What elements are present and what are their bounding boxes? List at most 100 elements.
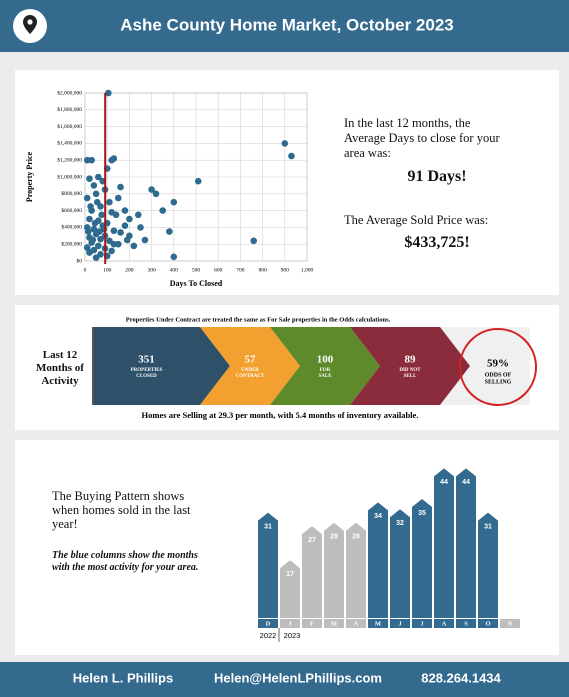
activity-value: 89 — [405, 354, 417, 366]
month-cell — [346, 619, 366, 628]
x-tick-label: J — [420, 620, 424, 627]
footer-email: Helen@HelenLPhillips.com — [214, 670, 382, 685]
year-label: 2023 — [284, 631, 301, 640]
activity-value: 57 — [245, 354, 257, 366]
month-cell — [412, 619, 432, 628]
month-cell — [368, 619, 388, 628]
x-tick-label: 300 — [147, 267, 156, 273]
bar — [434, 468, 454, 618]
activity-footer: Homes are Selling at 29.3 per month, wit… — [142, 410, 419, 420]
scatter-point — [98, 211, 105, 219]
summary-text: In the last 12 months, the Average Days … — [344, 116, 500, 160]
y-tick-label: $2,000,000 — [57, 89, 82, 96]
x-tick-label: 1,000 — [301, 267, 314, 273]
x-axis-label: Days To Closed — [170, 279, 223, 288]
value-label: 44 — [462, 479, 470, 486]
odds-label: SELLING — [485, 379, 512, 385]
bar — [302, 526, 322, 618]
x-tick-label: J — [288, 620, 292, 627]
month-cell — [390, 619, 410, 628]
month-cell — [456, 619, 476, 628]
activity-note: Properties Under Contract are treated th… — [126, 316, 391, 323]
scatter-point — [170, 253, 178, 261]
value-label: 32 — [396, 520, 404, 527]
summary-text: The Average Sold Price was: — [344, 213, 489, 227]
activity-label: UNDER — [241, 368, 259, 373]
scatter-point — [83, 244, 91, 251]
bar — [368, 502, 388, 618]
x-tick-label: 700 — [236, 267, 245, 273]
value-label: 44 — [440, 479, 448, 486]
scatter-point — [126, 215, 133, 223]
scatter-point — [115, 194, 122, 202]
scatter-point — [112, 211, 120, 219]
activity-segment — [200, 327, 300, 405]
bar — [324, 522, 344, 618]
x-tick-label: 600 — [214, 267, 223, 273]
value-label: 27 — [308, 537, 316, 544]
scatter-point — [123, 236, 131, 244]
scatter-point — [121, 207, 129, 214]
x-tick-label: M — [375, 620, 381, 627]
scatter-point — [96, 228, 103, 235]
x-tick-label: M — [331, 620, 337, 627]
bar — [280, 560, 300, 618]
scatter-point — [92, 190, 100, 198]
bar — [346, 522, 366, 618]
scatter-point — [130, 242, 138, 250]
odds-background — [440, 327, 530, 405]
scatter-point — [87, 203, 94, 210]
scatter-point — [134, 211, 142, 219]
bar — [456, 468, 476, 618]
scatter-point — [86, 175, 93, 182]
activity-label: PROPERTIES — [131, 368, 163, 373]
x-tick-label: J — [398, 620, 402, 627]
scatter-point — [106, 198, 113, 206]
activity-value: 100 — [317, 354, 334, 366]
footer-phone: 828.264.1434 — [421, 670, 501, 685]
footer-bar — [0, 662, 569, 697]
scatter-point — [281, 140, 289, 147]
odds-circle — [459, 328, 537, 406]
scatter-point — [288, 152, 295, 160]
scatter-point — [250, 237, 258, 245]
month-cell — [324, 619, 344, 628]
month-cell — [258, 619, 278, 628]
scatter-point — [108, 247, 115, 255]
activity-label: Last 12 Months of Activity — [36, 349, 84, 387]
activity-label: FOR — [320, 368, 331, 373]
scatter-point — [110, 240, 118, 248]
odds-value: 59% — [487, 358, 509, 370]
value-label: 31 — [484, 523, 492, 530]
scatter-point — [110, 227, 118, 235]
month-cell — [434, 619, 454, 628]
x-tick-label: 900 — [281, 267, 290, 273]
y-axis-label: Property Price — [25, 151, 34, 202]
y-tick-label: $1,600,000 — [57, 123, 82, 130]
footer-name: Helen L. Phillips — [73, 670, 173, 685]
bar — [412, 499, 432, 618]
scatter-point — [152, 190, 160, 198]
value-label: 28 — [352, 534, 360, 541]
activity-segment — [93, 327, 230, 405]
activity-label: CLOSED — [136, 374, 157, 379]
scatter-point — [141, 236, 149, 244]
scatter-point — [93, 198, 101, 206]
scatter-point — [83, 194, 91, 202]
activity-segment — [270, 327, 380, 405]
x-tick-label: D — [266, 620, 271, 627]
year-label: 2022 — [260, 631, 277, 640]
x-tick-label: 500 — [192, 267, 201, 273]
month-cell — [478, 619, 498, 628]
scatter-point — [117, 183, 124, 191]
value-label: 28 — [330, 534, 338, 541]
y-tick-label: $1,200,000 — [57, 156, 82, 163]
scatter-point — [89, 236, 97, 244]
scatter-point — [88, 156, 95, 164]
odds-label: ODDS OF — [485, 372, 512, 378]
y-tick-label: $0 — [77, 257, 83, 264]
x-tick-label: F — [310, 620, 314, 627]
scatter-point — [148, 186, 155, 193]
scatter-point — [95, 242, 102, 250]
